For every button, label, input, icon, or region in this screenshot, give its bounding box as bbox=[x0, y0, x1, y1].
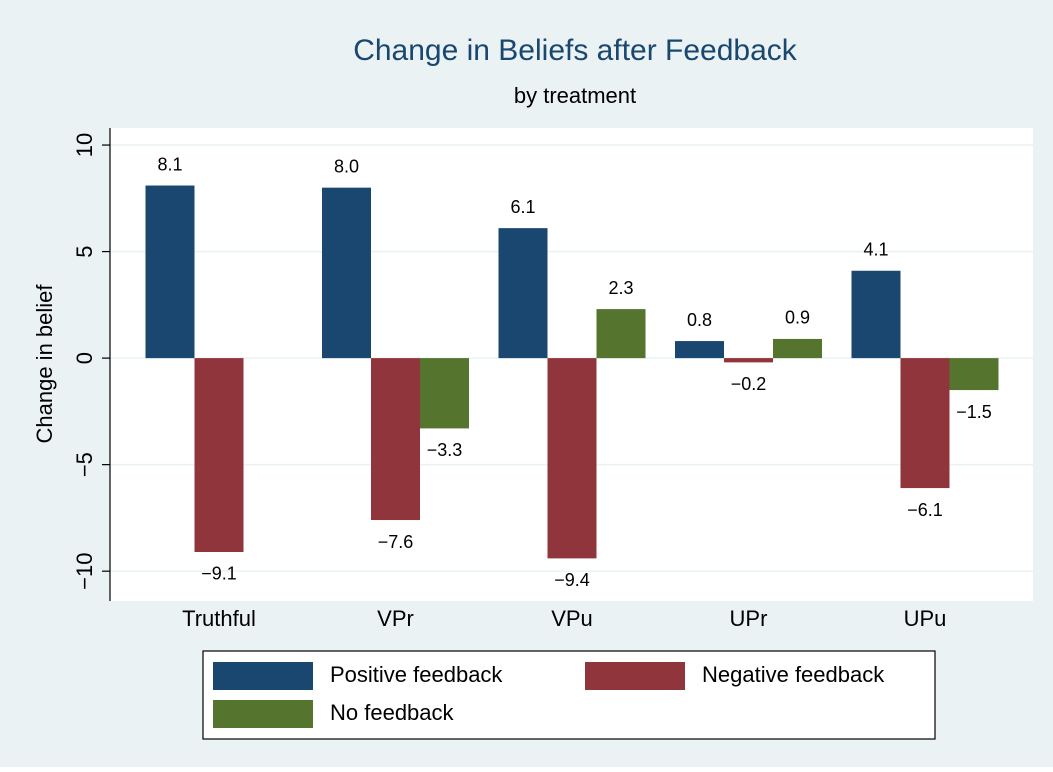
y-tick-label: 10 bbox=[72, 133, 97, 157]
bar bbox=[675, 341, 724, 359]
y-tick-label: −10 bbox=[72, 553, 97, 590]
data-label: 0.8 bbox=[687, 310, 712, 330]
chart-title: Change in Beliefs after Feedback bbox=[353, 34, 798, 67]
legend bbox=[202, 650, 936, 740]
bar bbox=[194, 358, 244, 552]
bar bbox=[596, 309, 646, 359]
data-label: 6.1 bbox=[510, 197, 535, 217]
bar bbox=[547, 358, 597, 559]
x-tick-label: VPr bbox=[377, 606, 414, 631]
bar bbox=[724, 358, 773, 363]
x-tick-label: UPu bbox=[904, 606, 947, 631]
bar bbox=[371, 358, 420, 521]
data-label: 4.1 bbox=[863, 240, 888, 260]
data-label: 0.9 bbox=[785, 308, 810, 328]
data-label: −0.2 bbox=[731, 374, 767, 394]
y-axis-label: Change in belief bbox=[32, 284, 57, 444]
bar bbox=[773, 338, 822, 359]
legend-label: Negative feedback bbox=[702, 662, 885, 687]
bar bbox=[498, 228, 548, 359]
data-label: 8.0 bbox=[334, 156, 359, 176]
data-label: −7.6 bbox=[378, 532, 414, 552]
legend-swatch bbox=[213, 700, 313, 728]
y-tick-label: 0 bbox=[72, 352, 97, 364]
data-label: −6.1 bbox=[907, 500, 943, 520]
legend-items: Positive feedback Negative feedback No fee… bbox=[213, 662, 885, 728]
bar bbox=[420, 358, 469, 429]
bar bbox=[851, 270, 901, 359]
data-label: −9.1 bbox=[201, 564, 237, 584]
data-label: −1.5 bbox=[956, 402, 992, 422]
chart-subtitle: by treatment bbox=[514, 83, 636, 108]
legend-swatch bbox=[213, 662, 313, 690]
bar bbox=[949, 358, 999, 391]
legend-label: Positive feedback bbox=[330, 662, 503, 687]
x-tick-label: UPr bbox=[730, 606, 768, 631]
data-label: 8.1 bbox=[157, 154, 182, 174]
legend-label: No feedback bbox=[330, 700, 455, 725]
data-label: −9.4 bbox=[554, 570, 590, 590]
bar bbox=[145, 185, 195, 359]
x-tick-label: Truthful bbox=[182, 606, 256, 631]
data-label: 2.3 bbox=[608, 278, 633, 298]
y-tick-label: −5 bbox=[72, 452, 97, 477]
bars: 8.1 −9.1 8.0 −7.6 −3.3 6.1 −9.4 2.3 0.8 −0.2 0.9 4.… bbox=[145, 154, 999, 590]
legend-swatch bbox=[585, 662, 685, 690]
data-label: −3.3 bbox=[427, 440, 463, 460]
bar bbox=[322, 187, 371, 359]
bar bbox=[900, 358, 950, 489]
y-tick-label: 5 bbox=[72, 245, 97, 257]
x-tick-label: VPu bbox=[551, 606, 593, 631]
